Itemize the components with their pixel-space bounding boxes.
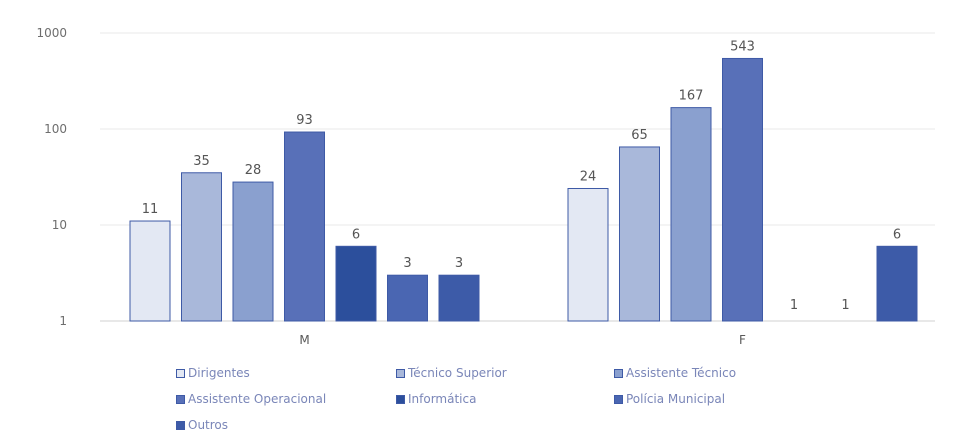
bar: [619, 146, 660, 322]
y-tick-label: 1000: [36, 26, 67, 40]
data-label: 6: [893, 227, 901, 242]
legend-swatch: [396, 394, 405, 404]
legend-swatch: [614, 394, 623, 404]
legend-label: Informática: [408, 392, 477, 406]
bar: [670, 107, 712, 322]
bar: [567, 187, 609, 322]
bar: [876, 245, 918, 322]
bar: [387, 274, 428, 322]
legend-label: Assistente Técnico: [626, 366, 737, 380]
data-label: 24: [580, 169, 597, 184]
data-label: 65: [631, 128, 648, 143]
data-label: 11: [142, 202, 159, 217]
legend-item: Outros: [176, 418, 228, 432]
bar: [722, 57, 763, 322]
legend-label: Dirigentes: [188, 366, 250, 380]
data-label: 28: [245, 163, 262, 178]
data-label: 3: [403, 256, 411, 271]
legend-item: Informática: [396, 392, 476, 406]
bar: [129, 220, 171, 322]
data-label: 543: [730, 39, 755, 54]
legend-label: Técnico Superior: [408, 366, 507, 380]
legend-swatch: [176, 368, 185, 378]
data-label: 1: [841, 298, 849, 313]
y-tick-label: 1: [59, 314, 67, 328]
category-label: F: [739, 333, 746, 347]
data-label: 167: [679, 89, 704, 104]
category-label: M: [299, 333, 309, 347]
bar: [181, 172, 222, 322]
legend-swatch: [614, 368, 623, 378]
legend-swatch: [176, 394, 185, 404]
legend-swatch: [176, 420, 185, 430]
data-label: 3: [455, 256, 463, 271]
legend-item: Dirigentes: [176, 366, 250, 380]
data-label: 1: [790, 298, 798, 313]
legend-item: Assistente Operacional: [176, 392, 326, 406]
legend-label: Outros: [188, 418, 229, 432]
legend-swatch: [396, 368, 405, 378]
y-tick-label: 100: [44, 122, 67, 136]
bar: [335, 245, 377, 322]
bar: [284, 131, 325, 322]
bar: [232, 181, 274, 322]
legend-item: Polícia Municipal: [614, 392, 725, 406]
y-tick-label: 10: [52, 218, 67, 232]
data-label: 35: [193, 154, 210, 169]
legend-item: Assistente Técnico: [614, 366, 736, 380]
bar: [438, 274, 480, 322]
legend-item: Técnico Superior: [396, 366, 507, 380]
data-label: 93: [296, 113, 313, 128]
legend-label: Polícia Municipal: [626, 392, 726, 406]
data-label: 6: [352, 227, 360, 242]
legend-label: Assistente Operacional: [188, 392, 327, 406]
